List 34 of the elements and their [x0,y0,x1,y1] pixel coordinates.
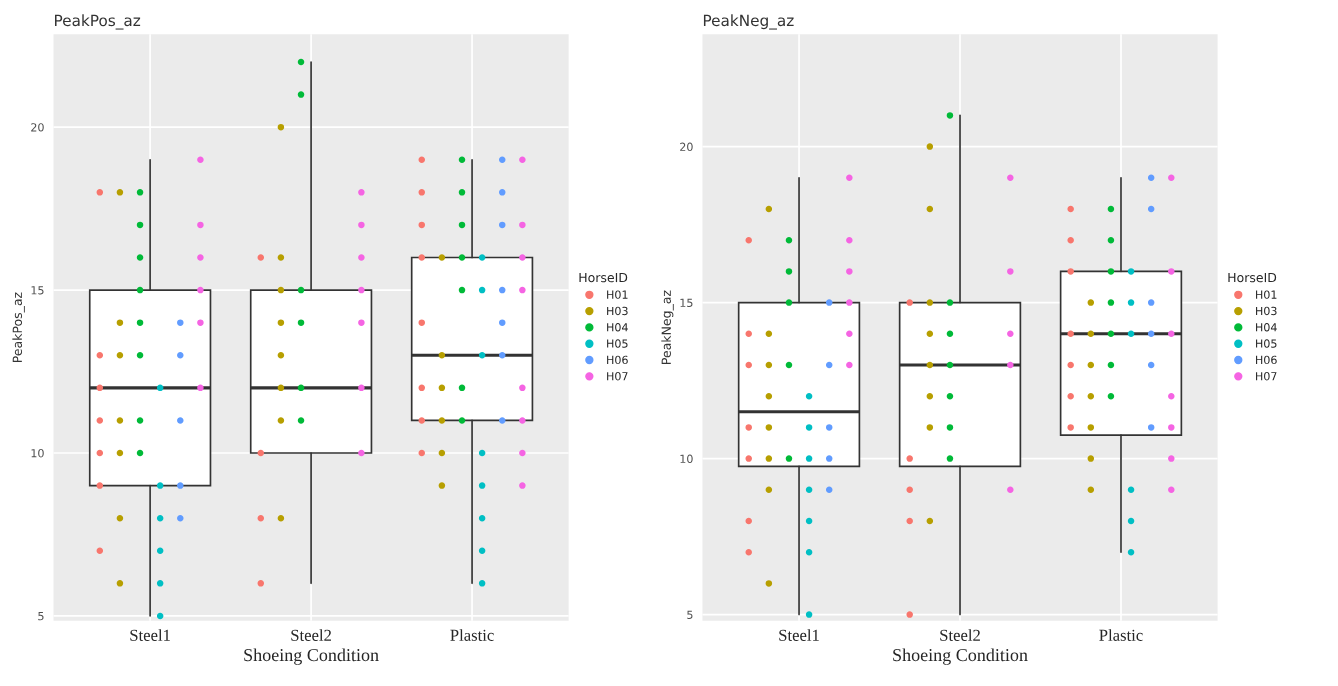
legend-label: H07 [607,371,628,381]
x-tick-label: Steel1 [779,629,819,641]
legend-label: H05 [1256,339,1277,348]
y-tick-label: 20 [31,123,44,132]
y-tick-label: 15 [31,286,44,295]
legend-title: HorseID [1228,272,1277,283]
y-tick-label: 10 [680,454,693,463]
y-axis-title: PeakPos_az [12,292,25,363]
x-tick-label: Plastic [1099,629,1143,641]
legend-label: H03 [607,306,628,316]
x-axis-title: Shoeing Condition [244,648,379,665]
legend-label: H05 [607,339,628,348]
legend-label: H04 [1256,323,1277,332]
y-tick-label: 5 [687,610,693,619]
legend-label: H07 [1256,371,1277,381]
y-tick-label: 15 [680,298,693,307]
y-axis-title: PeakNeg_az [661,290,674,364]
x-tick-label: Steel2 [940,629,980,641]
legend-label: H06 [1256,355,1277,365]
legend-label: H01 [607,290,628,299]
x-tick-label: Steel2 [291,629,331,641]
y-tick-label: 20 [680,142,693,151]
legend-label: H01 [1256,290,1277,299]
y-tick-label: 10 [31,448,44,458]
chart-title: PeakNeg_az [703,14,794,30]
x-tick-label: Steel1 [130,629,170,641]
legend-label: H06 [607,355,628,365]
y-tick-label: 5 [38,612,44,621]
legend-label: H04 [607,323,628,332]
legend-label: H03 [1256,306,1277,316]
x-axis-title: Shoeing Condition [893,648,1028,665]
legend-title: HorseID [579,272,628,283]
x-tick-label: Plastic [450,629,494,641]
chart-title: PeakPos_az [55,14,141,30]
